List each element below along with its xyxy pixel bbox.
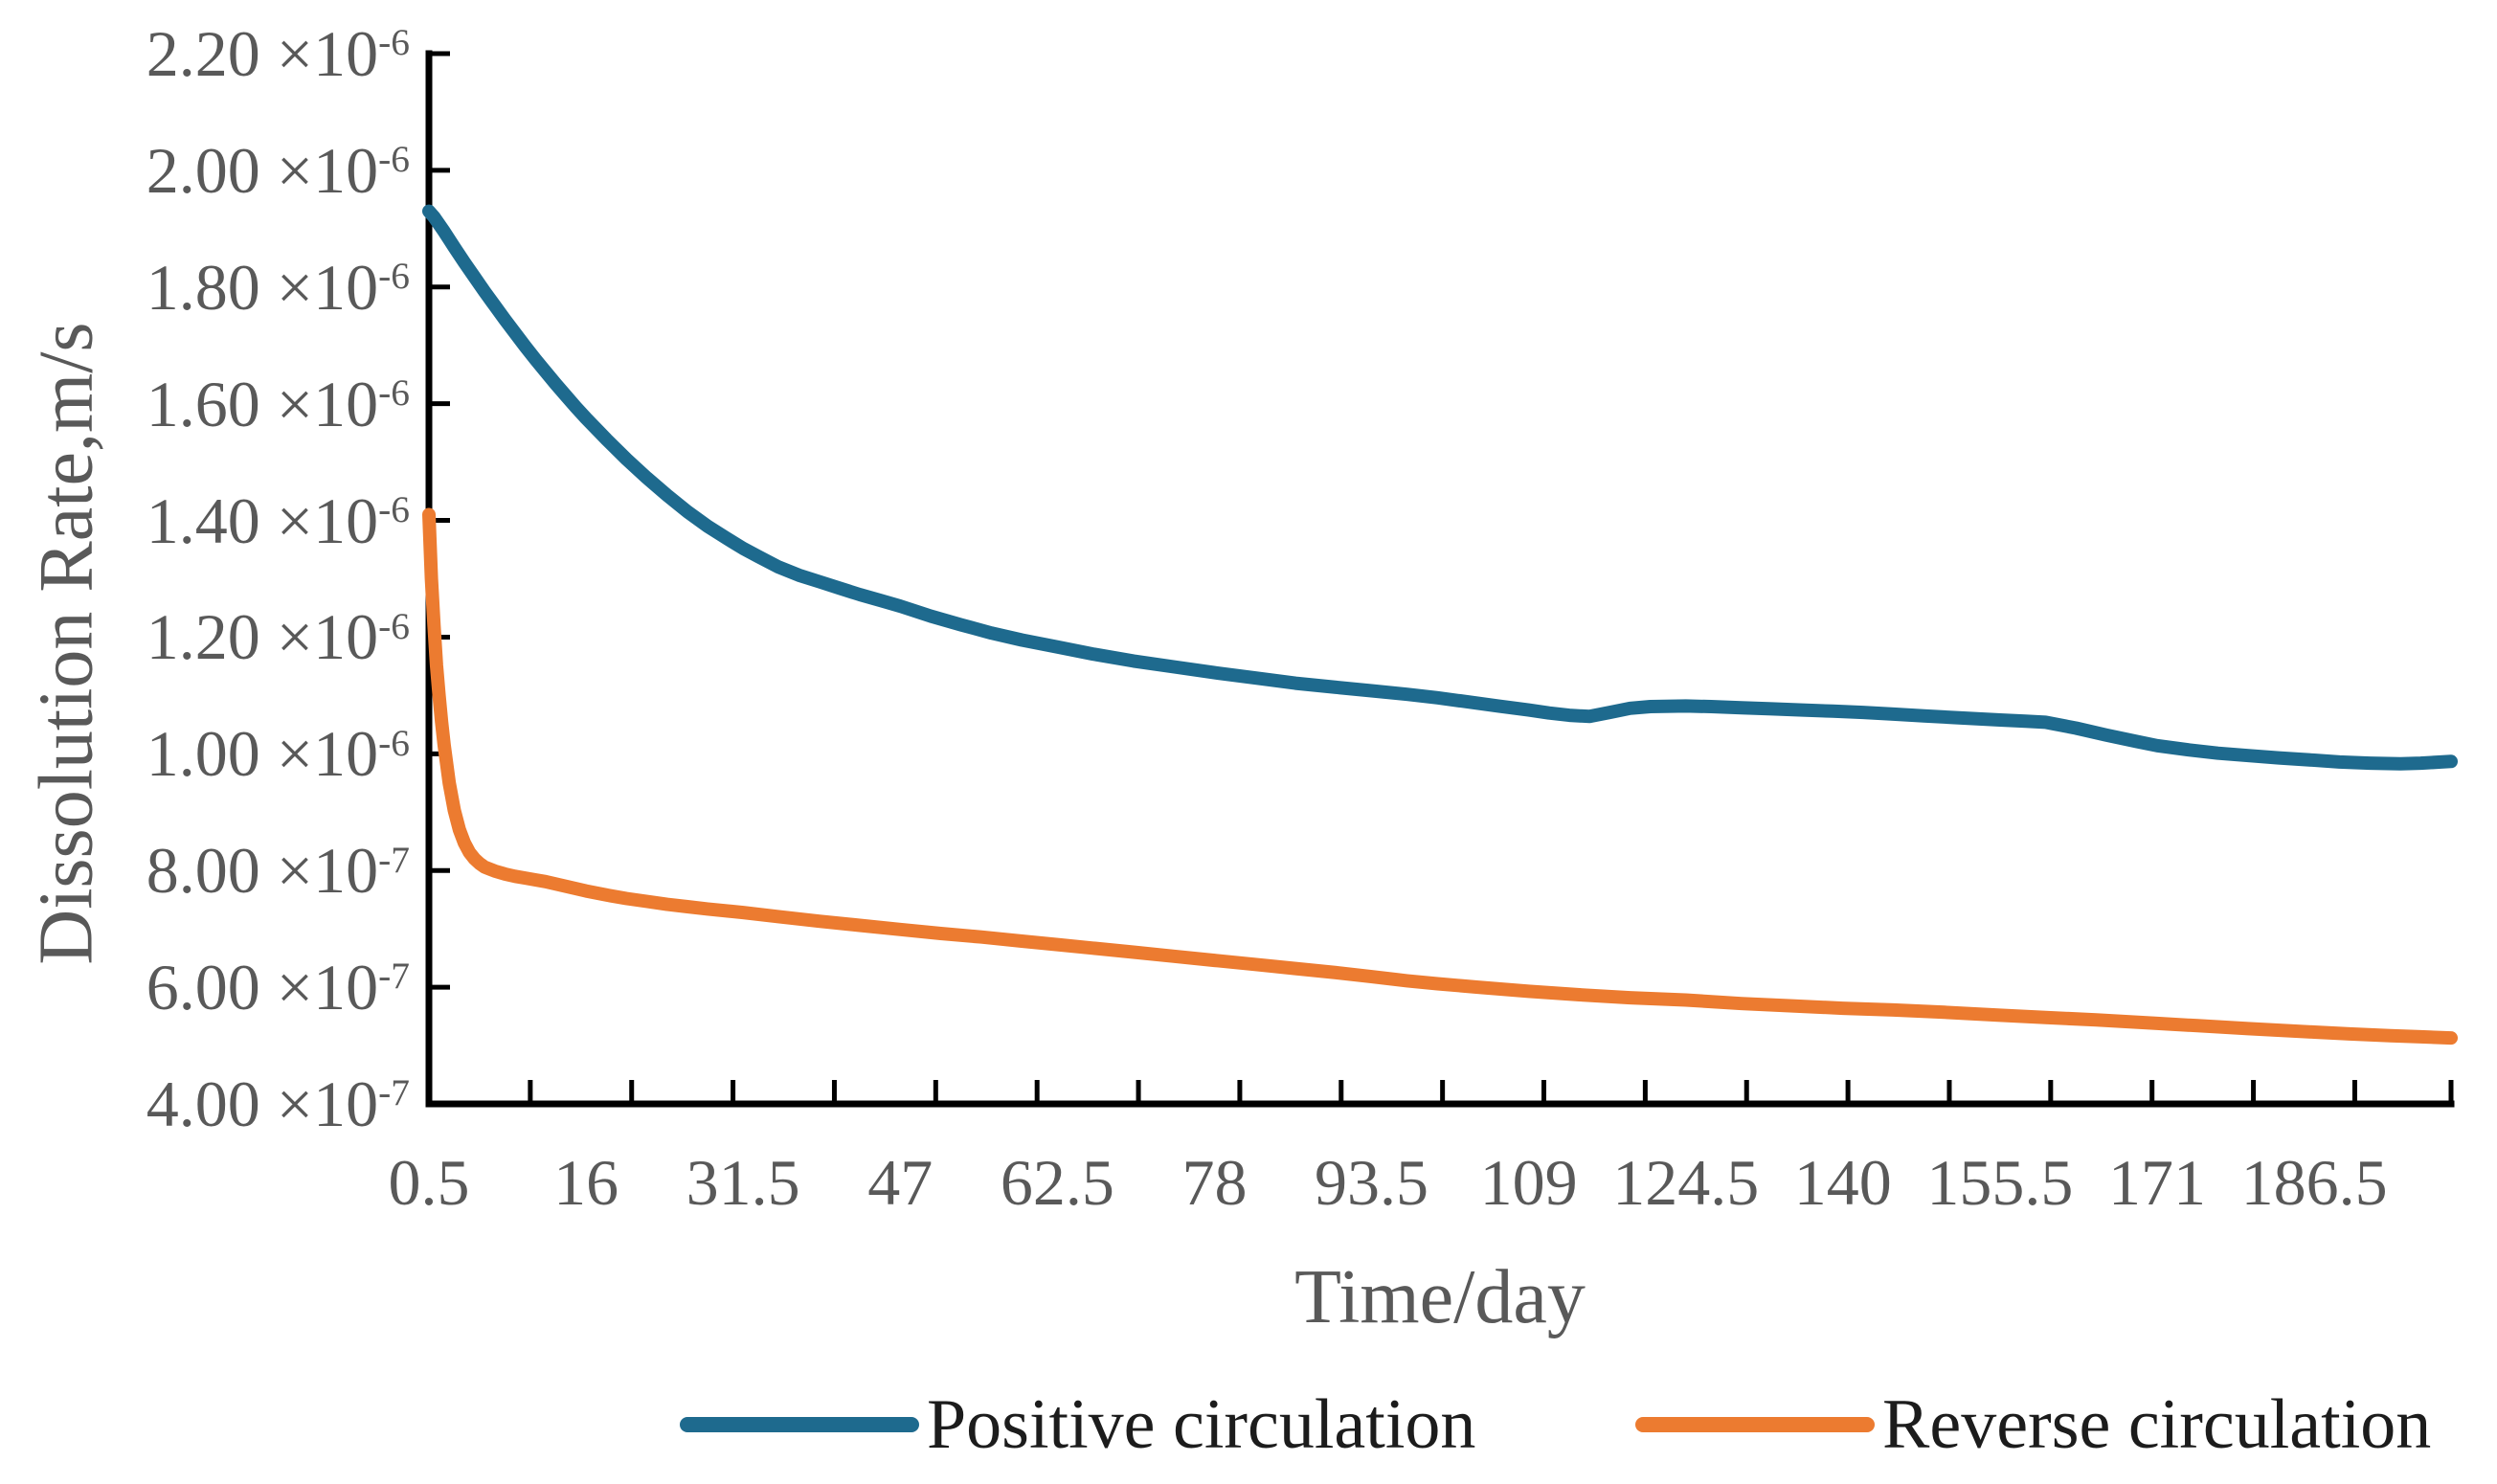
axis-ticks xyxy=(429,51,2454,1107)
y-tick-label: 1.60 ×10-6 xyxy=(146,367,410,440)
x-tick-label: 171 xyxy=(2107,1146,2206,1219)
y-tick-label: 6.00 ×10-7 xyxy=(146,951,410,1024)
x-tick-label: 140 xyxy=(1793,1146,1892,1219)
x-tick-label: 124.5 xyxy=(1612,1146,1760,1219)
x-tick-label: 62.5 xyxy=(1000,1146,1114,1219)
reverse-circulation-line-swatch xyxy=(1635,1417,1875,1432)
y-tick-label: 4.00 ×10-7 xyxy=(146,1068,410,1140)
x-tick-label: 31.5 xyxy=(686,1146,800,1219)
y-tick-label: 8.00 ×10-7 xyxy=(146,834,410,908)
legend-label-reverse: Reverse circulation xyxy=(1882,1385,2432,1464)
x-tick-label: 155.5 xyxy=(1926,1146,2074,1219)
legend-label-positive: Positive circulation xyxy=(927,1385,1476,1464)
x-tick-label: 186.5 xyxy=(2240,1146,2388,1219)
x-tick-label: 47 xyxy=(867,1146,934,1219)
x-tick-label: 16 xyxy=(553,1146,619,1219)
y-tick-label: 1.80 ×10-6 xyxy=(146,250,410,324)
y-axis-title: Dissolution Rate,m/s xyxy=(24,322,109,965)
series-line-positive xyxy=(422,204,2458,771)
y-tick-label: 1.00 ×10-6 xyxy=(146,717,410,791)
positive-circulation-line-swatch xyxy=(680,1417,919,1432)
data-series-lines xyxy=(422,204,2458,1046)
axes xyxy=(425,50,2455,1108)
x-tick-label: 93.5 xyxy=(1315,1146,1429,1219)
y-tick-label: 2.00 ×10-6 xyxy=(146,133,410,207)
y-tick-label: 2.20 ×10-6 xyxy=(146,17,410,90)
legend-item-positive: Positive circulation xyxy=(680,1386,1475,1463)
x-tick-label: 109 xyxy=(1479,1146,1578,1219)
x-tick-label: 78 xyxy=(1181,1146,1248,1219)
y-tick-label: 1.20 ×10-6 xyxy=(146,600,410,674)
series-line-reverse xyxy=(422,507,2458,1046)
y-tick-label: 1.40 ×10-6 xyxy=(146,483,410,557)
x-axis-title: Time/day xyxy=(1294,1255,1586,1339)
legend-item-reverse: Reverse circulation xyxy=(1635,1386,2431,1463)
x-tick-label: 0.5 xyxy=(388,1146,470,1219)
